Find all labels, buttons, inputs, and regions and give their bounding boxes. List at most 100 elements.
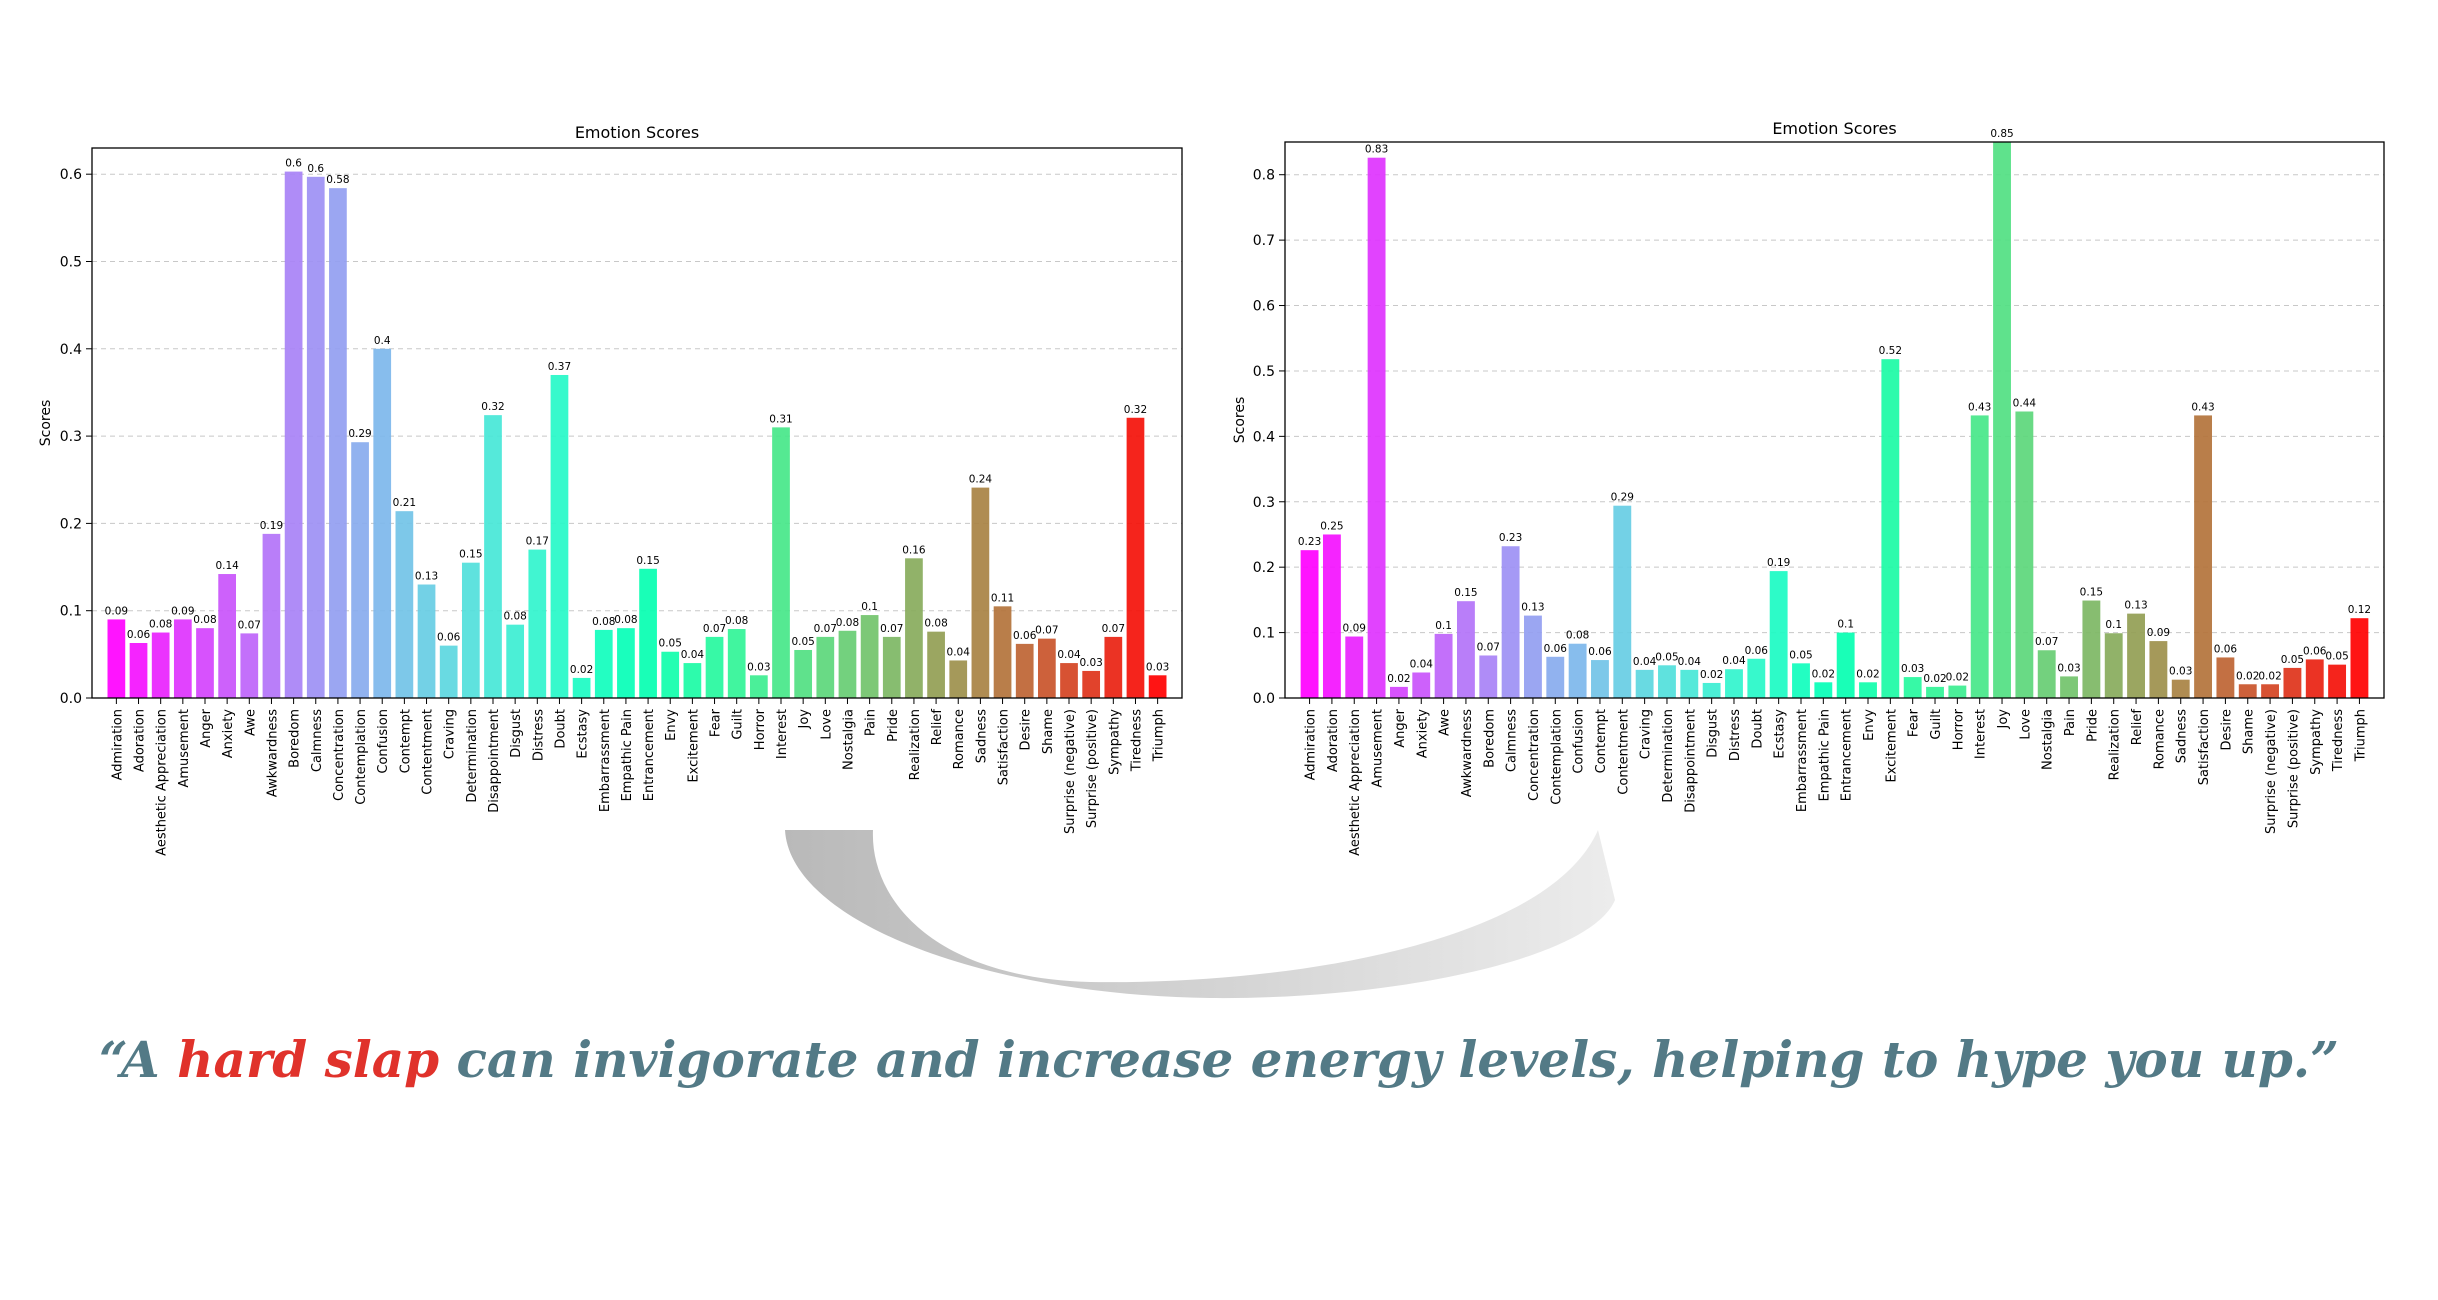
x-tick-label: Aesthetic Appreciation (1348, 709, 1363, 856)
bar (1814, 682, 1833, 698)
bar (107, 619, 126, 698)
bar (550, 374, 569, 698)
x-tick-label: Admiration (110, 709, 125, 780)
bar (1658, 665, 1676, 698)
x-tick-label: Fear (1907, 708, 1922, 737)
bar-value-label: 0.06 (127, 629, 151, 641)
x-tick-label: Triumph (2353, 709, 2368, 762)
x-tick-label: Contempt (398, 709, 413, 773)
y-tick-label: 0.4 (60, 342, 82, 358)
x-tick-label: Entrancement (1840, 709, 1855, 801)
bar (2328, 664, 2347, 698)
x-tick-label: Joy (797, 709, 812, 730)
bar (1412, 672, 1431, 698)
bar-value-label: 0.06 (2214, 643, 2238, 655)
bar-value-label: 0.44 (2013, 397, 2037, 409)
bar (1948, 685, 1967, 698)
x-tick-label: Surprise (negative) (1063, 709, 1078, 834)
bar-value-label: 0.09 (171, 605, 194, 617)
x-tick-label: Fear (709, 708, 724, 737)
bar-value-label: 0.08 (924, 618, 947, 630)
bar-value-label: 0.07 (880, 623, 903, 635)
bar (1881, 359, 1900, 698)
x-tick-label: Pain (864, 709, 879, 736)
y-tick-label: 0.2 (1253, 560, 1275, 576)
bar (2216, 657, 2235, 698)
y-tick-label: 0.6 (1253, 299, 1275, 315)
bar-value-label: 0.23 (1298, 536, 1321, 548)
bar-value-label: 0.06 (1544, 643, 1568, 655)
bar (1104, 636, 1123, 698)
bar (1456, 601, 1475, 698)
bar (1060, 663, 1078, 698)
bar-value-label: 0.02 (1700, 669, 1723, 681)
x-tick-label: Envy (1862, 709, 1877, 741)
x-tick-label: Ecstasy (576, 709, 591, 759)
bar (2149, 641, 2168, 698)
bar (373, 348, 392, 698)
bar (329, 188, 347, 698)
plot-frame (1284, 141, 2385, 699)
y-tick-label: 0.0 (1253, 691, 1275, 707)
curved-arrow (785, 830, 1615, 999)
bar-value-label: 0.4 (374, 335, 391, 347)
quote-highlight: hard slap (177, 1030, 440, 1089)
bar-value-label: 0.09 (2147, 627, 2170, 639)
y-tick-label: 0.5 (1253, 364, 1275, 380)
quote-suffix: can invigorate and increase energy level… (439, 1030, 2339, 1089)
x-tick-label: Love (819, 709, 834, 740)
bar-value-label: 0.04 (1722, 655, 1746, 667)
x-tick-label: Anxiety (1415, 709, 1430, 759)
bar (993, 606, 1012, 698)
x-tick-label: Contentment (1616, 709, 1631, 795)
bar (2238, 684, 2257, 698)
bar (351, 442, 369, 698)
bar (1903, 677, 1922, 698)
bar (1501, 546, 1520, 698)
bar-value-label: 0.52 (1879, 345, 1902, 357)
x-tick-label: Desire (1019, 709, 1034, 750)
x-tick-label: Tiredness (2331, 709, 2346, 772)
x-tick-label: Boredom (1482, 709, 1497, 768)
bar (971, 487, 990, 698)
bar (1702, 682, 1721, 698)
bar-value-label: 0.37 (548, 361, 571, 373)
x-tick-label: Sadness (2175, 709, 2190, 763)
bar-value-label: 0.83 (1365, 144, 1388, 156)
x-tick-label: Sympathy (1107, 709, 1122, 775)
bar (2127, 613, 2145, 698)
x-tick-label: Disappointment (1683, 709, 1698, 813)
bar-value-label: 0.06 (437, 632, 461, 644)
x-tick-label: Embarrassment (1795, 709, 1810, 812)
bar (417, 584, 436, 698)
bar (1993, 142, 2011, 698)
x-tick-label: Nostalgia (2041, 709, 2056, 770)
bar-value-label: 0.15 (1454, 587, 1477, 599)
x-tick-label: Horror (1951, 708, 1966, 750)
x-tick-label: Contentment (421, 709, 436, 795)
x-tick-label: Doubt (1750, 709, 1765, 749)
y-tick-label: 0.6 (60, 167, 82, 183)
bar-value-label: 0.04 (1633, 656, 1657, 668)
bar (2350, 618, 2369, 698)
bar-value-label: 0.13 (1521, 602, 1544, 614)
x-tick-label: Concentration (1527, 709, 1542, 801)
bar-value-label: 0.05 (2325, 651, 2348, 663)
emotion-scores-chart-right: 0.0 0.1 0.2 0.3 0.4 0.5 0.6 0.7 0.8 0.23 Admiratio… (1232, 119, 2385, 856)
bar (594, 629, 613, 698)
x-tick-label: Shame (1041, 709, 1056, 754)
bar-value-label: 0.29 (1611, 492, 1634, 504)
x-tick-label: Craving (1639, 709, 1654, 759)
bar-value-label: 0.07 (1035, 625, 1058, 637)
y-tick-label: 0.8 (1253, 168, 1275, 184)
x-tick-label: Boredom (288, 709, 303, 768)
chart-title: Emotion Scores (1772, 119, 1896, 138)
x-tick-label: Satisfaction (997, 709, 1012, 785)
bar (860, 615, 879, 698)
bar-value-label: 0.02 (1923, 673, 1946, 685)
bar (218, 574, 237, 698)
bar-value-label: 0.25 (1320, 520, 1343, 532)
bar (1859, 682, 1877, 698)
bar (2037, 650, 2056, 698)
